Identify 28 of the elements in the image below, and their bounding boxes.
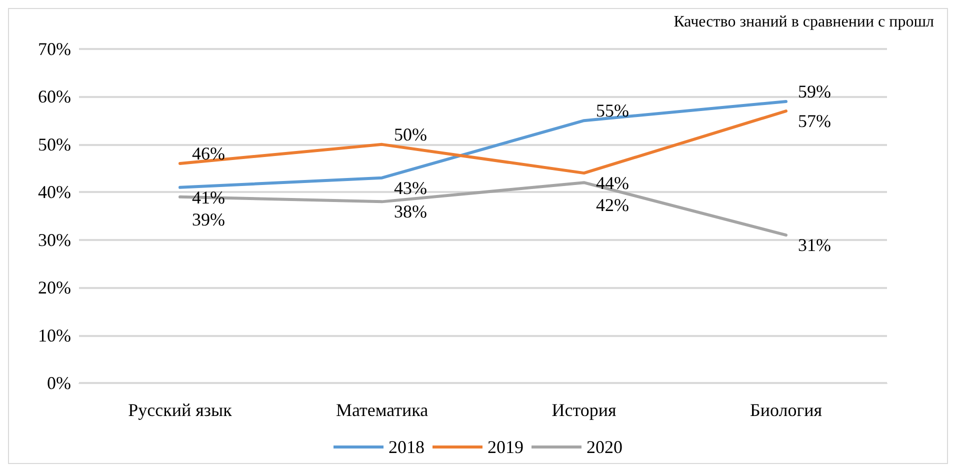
chart-title: Качество знаний в сравнении с прошл [674,14,934,30]
data-label: 31% [798,235,831,256]
data-label: 50% [394,124,427,144]
y-tick-label: 20% [38,278,71,298]
legend-label: 2019 [488,437,524,457]
y-tick-label: 50% [38,134,71,154]
y-tick-label: 60% [38,86,71,107]
data-label: 39% [192,209,225,230]
data-label: 43% [394,178,427,198]
data-label: 41% [192,187,225,208]
data-label: 57% [798,111,831,132]
y-tick-label: 0% [47,373,71,393]
x-tick-label: Математика [336,400,428,420]
y-tick-label: 70% [38,39,71,59]
x-tick-label: История [552,400,616,420]
y-tick-label: 40% [38,182,71,202]
y-tick-label: 10% [38,325,71,346]
data-label: 42% [596,195,629,215]
data-label: 55% [596,100,629,121]
legend-label: 2018 [388,437,424,457]
legend-label: 2020 [586,437,622,457]
x-tick-label: Биология [750,400,822,420]
x-tick-label: Русский язык [128,400,232,420]
data-label: 59% [798,81,831,102]
data-label: 44% [596,173,629,194]
y-tick-label: 30% [38,230,71,250]
data-label: 38% [394,202,427,222]
data-label: 46% [192,144,225,164]
